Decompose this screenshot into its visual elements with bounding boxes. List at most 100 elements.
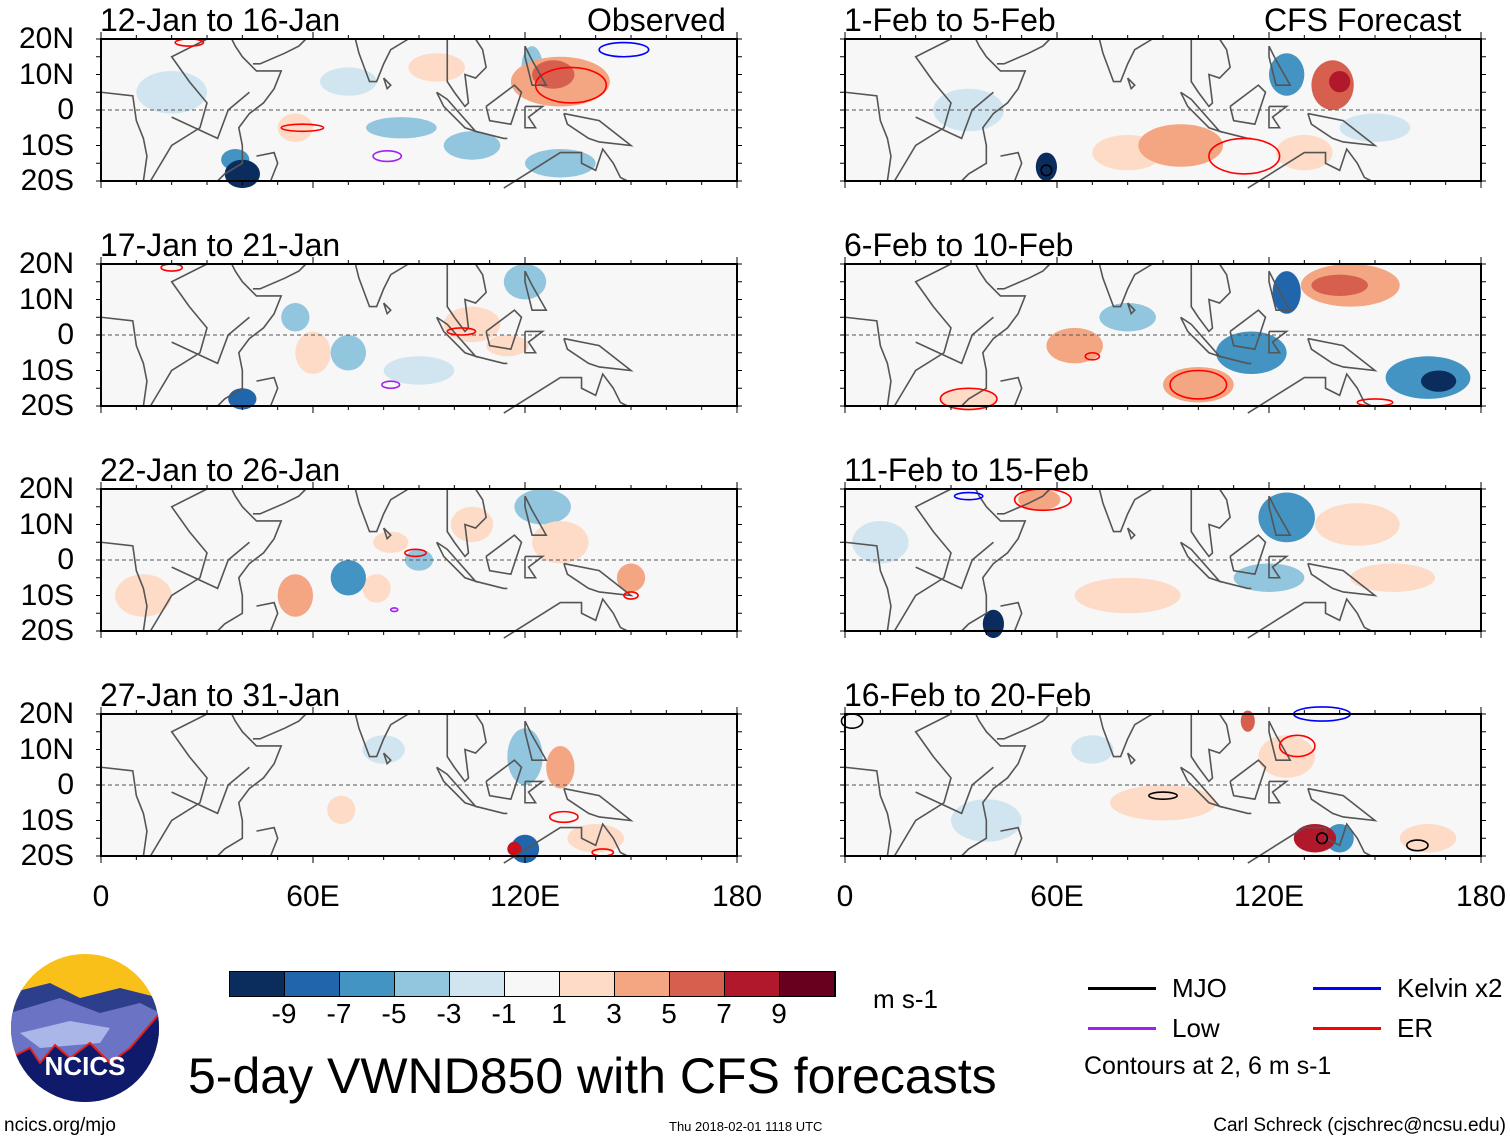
coastline	[435, 91, 479, 134]
anomaly-region	[514, 489, 571, 525]
anomaly-region	[1339, 113, 1411, 142]
colorbar-swatch	[780, 972, 835, 996]
coastline	[893, 713, 952, 857]
author: Carl Schreck (cjschrec@ncsu.edu)	[1213, 1115, 1506, 1136]
figure-title: 5-day VWND850 with CFS forecasts	[188, 1048, 997, 1104]
coastline	[1126, 752, 1136, 766]
coastline	[1307, 337, 1378, 372]
coastline	[961, 263, 1027, 407]
coastline	[217, 713, 283, 857]
lon-label: 60E	[1030, 880, 1084, 913]
lat-label: 20S	[20, 389, 74, 422]
contour-er	[534, 66, 608, 104]
lat-label: 20S	[20, 164, 74, 197]
legend-label: Low	[1172, 1013, 1220, 1043]
coastline	[1179, 766, 1223, 809]
contour-er	[510, 844, 519, 854]
anomaly-region	[507, 841, 522, 856]
lat-label: 10S	[20, 803, 74, 837]
coastline	[503, 822, 628, 864]
coastline	[1268, 330, 1290, 354]
anomaly-region	[1018, 489, 1061, 511]
coastline	[171, 541, 250, 590]
coastline	[1247, 147, 1372, 189]
coastline	[1229, 759, 1267, 801]
contour-er	[1169, 369, 1228, 400]
anomaly-region	[284, 717, 342, 746]
coastline	[996, 713, 1051, 740]
coastline	[1268, 45, 1292, 86]
lat-label: 10N	[18, 57, 74, 91]
anomaly-region	[486, 335, 529, 357]
anomaly-region	[1099, 303, 1156, 332]
coastline	[382, 302, 392, 316]
contour-er	[1084, 351, 1101, 361]
coastline	[1219, 805, 1252, 815]
lat-label: 0	[57, 318, 74, 351]
colorbar-swatch	[615, 972, 670, 996]
coastline	[563, 112, 634, 147]
contour-er	[1278, 734, 1316, 758]
anomaly-region	[532, 520, 589, 564]
coastline	[1229, 84, 1267, 126]
coastline	[100, 766, 148, 857]
coastline	[252, 488, 307, 515]
coastline	[524, 555, 546, 579]
anomaly-region	[281, 303, 310, 332]
colorbar	[229, 971, 836, 997]
colorbar-tick-label: 9	[771, 998, 787, 1029]
coastline	[1268, 495, 1292, 536]
coastline	[1190, 713, 1232, 783]
lat-label: 20N	[18, 472, 74, 505]
map-panel	[840, 482, 1486, 639]
panel-title: 17-Jan to 21-Jan	[100, 227, 341, 263]
anomaly-region	[373, 531, 409, 553]
anomaly-region	[869, 127, 927, 164]
anomaly-region	[1399, 824, 1457, 853]
colorbar-swatch	[505, 972, 560, 996]
legend-label: MJO	[1172, 973, 1227, 1003]
anomaly-region	[880, 749, 951, 785]
coastline	[100, 541, 148, 632]
coastline	[1000, 376, 1023, 407]
coastline	[961, 38, 1027, 182]
coastline	[1268, 720, 1292, 761]
coastline	[563, 337, 634, 372]
anomaly-region	[171, 774, 243, 832]
lat-label: 0	[57, 543, 74, 576]
coastline	[844, 91, 892, 182]
panel-title: 12-Jan to 16-Jan	[100, 2, 341, 38]
panel-title: 6-Feb to 10-Feb	[844, 227, 1074, 263]
contour-low	[372, 150, 403, 163]
coastline	[844, 316, 892, 407]
anomaly-region	[1071, 735, 1114, 764]
coastline	[446, 263, 488, 333]
site-link[interactable]: ncics.org/mjo	[4, 1115, 116, 1136]
contour-mjo	[1406, 839, 1429, 852]
contour-low	[381, 380, 401, 390]
map-panel	[96, 482, 742, 639]
lat-label: 10S	[20, 353, 74, 387]
units-label: m s-1	[873, 984, 938, 1014]
panel-title: 1-Feb to 5-Feb	[844, 2, 1056, 38]
svg-text:NCICS: NCICS	[45, 1051, 126, 1081]
coastline	[915, 316, 994, 365]
lon-label: 180	[1455, 880, 1507, 913]
coastline	[996, 488, 1051, 515]
coastline	[1268, 555, 1290, 579]
anomaly-region	[1046, 327, 1103, 364]
map-panel	[840, 257, 1486, 414]
colorbar-tick-label: -3	[436, 998, 462, 1029]
coastline	[171, 766, 250, 815]
coastline	[475, 130, 508, 140]
coastline	[171, 316, 250, 365]
anomaly-region	[1240, 710, 1255, 732]
ncics-logo: NCICS	[11, 954, 159, 1102]
anomaly-region	[1110, 60, 1181, 89]
anomaly-region	[277, 113, 313, 142]
coastline	[435, 541, 479, 584]
coastline	[1307, 112, 1378, 147]
anomaly-region	[136, 70, 207, 114]
lat-label: 0	[57, 768, 74, 801]
coastline	[1081, 38, 1153, 83]
